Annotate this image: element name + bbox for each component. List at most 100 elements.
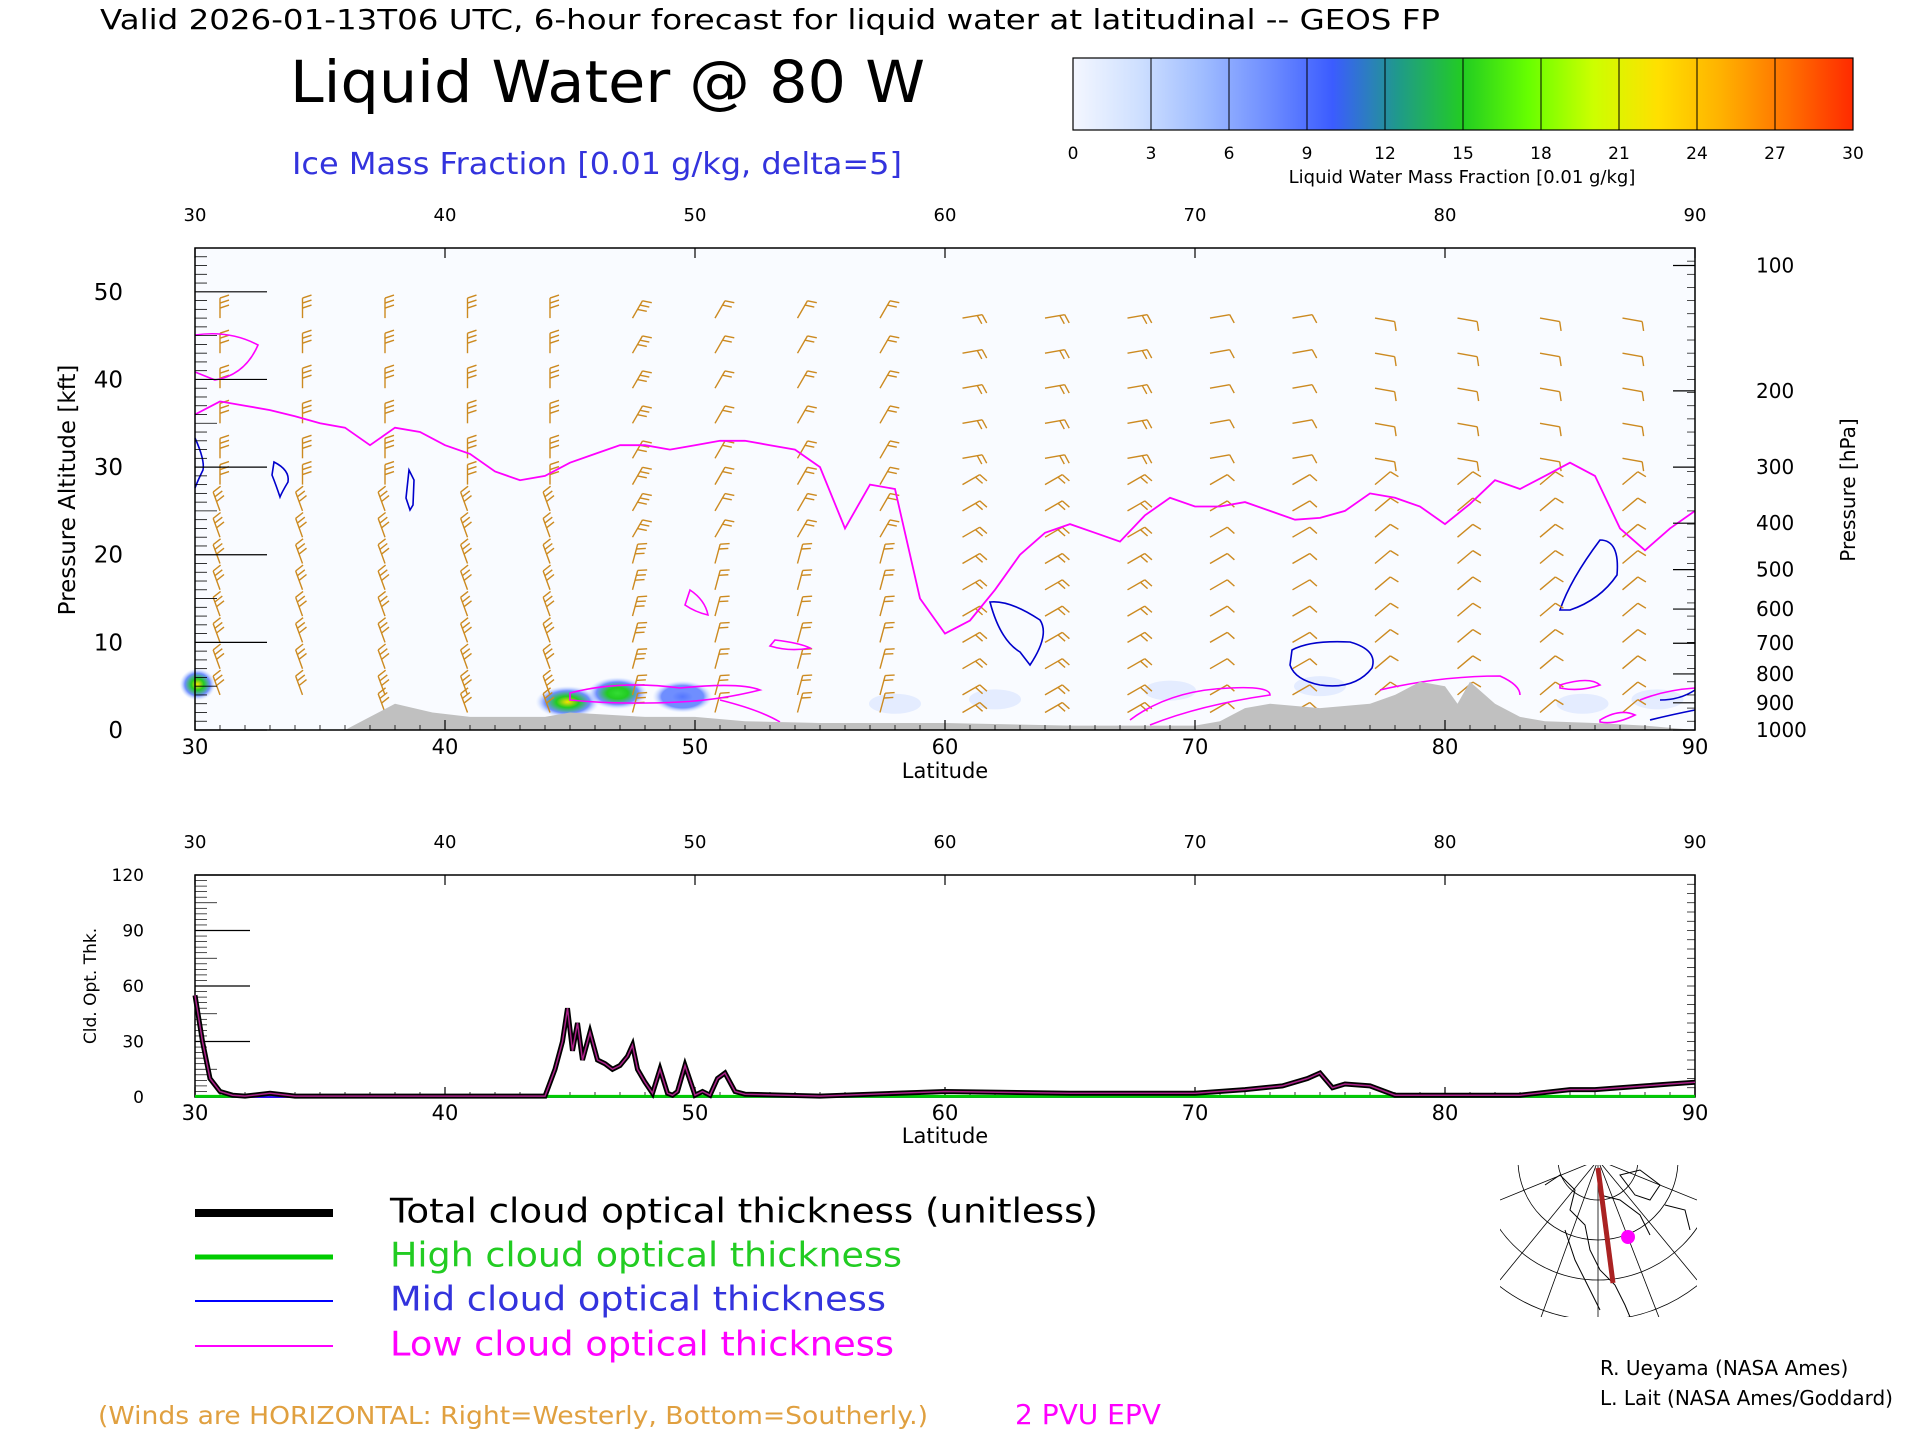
ice-contour xyxy=(1289,640,1374,687)
wind-barb xyxy=(1622,422,1645,437)
wind-barb xyxy=(542,564,555,591)
wind-barb xyxy=(714,335,735,354)
wind-barb xyxy=(631,542,648,564)
wind-barb xyxy=(384,434,395,459)
wind-barb xyxy=(1044,579,1070,591)
y-tick-label: 120 xyxy=(112,866,144,886)
wind-barb xyxy=(1457,422,1480,437)
colorbar-tick-label: 30 xyxy=(1842,144,1864,164)
wind-barb xyxy=(460,564,472,591)
wind-barb xyxy=(879,370,900,389)
wind-barb xyxy=(377,617,390,643)
pressure-tick-label: 100 xyxy=(1756,254,1794,278)
ice-contour xyxy=(405,467,415,512)
wind-barb xyxy=(1457,352,1480,367)
wind-barb xyxy=(962,526,988,538)
wind-barb xyxy=(962,454,988,465)
top-x-tick-label: 70 xyxy=(1184,205,1207,226)
wind-barb xyxy=(384,329,395,354)
wind-barb xyxy=(1374,523,1399,538)
liquid-water-patch xyxy=(1144,680,1196,701)
wind-barb xyxy=(542,687,555,713)
pressure-tick-label: 500 xyxy=(1756,558,1794,582)
pressure-tick-label: 400 xyxy=(1756,511,1794,535)
x-tick-label: 50 xyxy=(682,735,709,759)
colorbar-label: Liquid Water Mass Fraction [0.01 g/kg] xyxy=(1289,167,1636,188)
wind-barb xyxy=(301,294,312,319)
wind-barb xyxy=(1374,387,1397,402)
map-marker-dot xyxy=(1621,1230,1635,1244)
top-x-tick-label: 50 xyxy=(684,832,707,853)
wind-barb xyxy=(796,440,817,459)
wind-barb xyxy=(1622,576,1647,591)
y-tick-label: 50 xyxy=(94,280,123,306)
total-optical-thickness-line xyxy=(192,994,1696,1100)
wind-barb xyxy=(962,313,988,325)
wind-barb xyxy=(1622,471,1647,486)
wind-barb xyxy=(1622,457,1645,472)
pressure-tick-label: 700 xyxy=(1756,631,1794,655)
wind-barb xyxy=(460,669,472,696)
wind-barb xyxy=(1209,384,1235,394)
wind-barb xyxy=(962,701,988,714)
wind-barb xyxy=(542,485,555,512)
top-x-tick-label: 40 xyxy=(434,832,457,853)
wind-barb xyxy=(549,329,560,354)
top-x-tick-label: 90 xyxy=(1684,205,1707,226)
wind-barb xyxy=(962,384,988,395)
wind-barb xyxy=(962,658,988,670)
wind-barb xyxy=(1292,658,1318,670)
wind-barb xyxy=(1127,473,1153,486)
wind-barb xyxy=(962,500,988,512)
wind-barb xyxy=(377,590,390,617)
x-tick-label: 80 xyxy=(1432,1101,1459,1125)
wind-barb xyxy=(1127,526,1153,538)
wind-barb xyxy=(879,621,895,643)
x-tick-label: 30 xyxy=(182,735,209,759)
wind-barb xyxy=(796,674,813,696)
wind-barb xyxy=(1044,631,1070,644)
pressure-tick-label: 900 xyxy=(1756,691,1794,715)
wind-barb xyxy=(460,617,472,643)
wind-barb xyxy=(466,294,477,319)
wind-barb xyxy=(1044,313,1070,325)
wind-barb xyxy=(377,511,390,538)
wind-barb xyxy=(796,466,817,485)
wind-barb xyxy=(1127,419,1153,430)
wind-barb xyxy=(1374,497,1399,512)
wind-barb xyxy=(796,335,817,354)
wind-barb xyxy=(962,631,988,644)
pressure-tick-label: 300 xyxy=(1756,455,1794,479)
wind-barb xyxy=(1539,457,1562,472)
ice-contour xyxy=(1558,539,1619,611)
liquid-water-patch xyxy=(1556,693,1609,714)
wind-barb xyxy=(549,364,560,389)
colorbar-tick-label: 3 xyxy=(1146,144,1157,164)
wind-barb xyxy=(1209,313,1235,324)
wind-barb xyxy=(1127,384,1153,395)
epv-contour xyxy=(1379,675,1521,696)
y-tick-label: 0 xyxy=(108,718,123,744)
top-y-axis-label: Pressure Altitude [kft] xyxy=(55,365,81,616)
wind-barb xyxy=(1044,701,1070,714)
wind-barb xyxy=(549,460,560,485)
x-tick-label: 70 xyxy=(1182,735,1209,759)
wind-barb xyxy=(212,564,225,591)
wind-barb xyxy=(377,538,390,564)
epv-contour xyxy=(1639,687,1696,701)
wind-barb xyxy=(377,669,390,696)
wind-barb xyxy=(631,300,652,319)
wind-barb xyxy=(1622,602,1647,617)
wind-barb xyxy=(212,669,225,696)
x-tick-label: 80 xyxy=(1432,735,1459,759)
wind-barb xyxy=(879,300,900,319)
chart-subtitle: Ice Mass Fraction [0.01 g/kg, delta=5] xyxy=(292,147,902,182)
wind-barb xyxy=(212,538,225,564)
colorbar-tick-label: 27 xyxy=(1764,144,1786,164)
wind-barb xyxy=(460,643,472,669)
wind-barb xyxy=(549,399,560,424)
wind-barb xyxy=(1044,684,1070,696)
epv-contour xyxy=(1559,679,1602,691)
terrain xyxy=(195,681,1695,730)
liquid-water-patch xyxy=(179,668,216,701)
